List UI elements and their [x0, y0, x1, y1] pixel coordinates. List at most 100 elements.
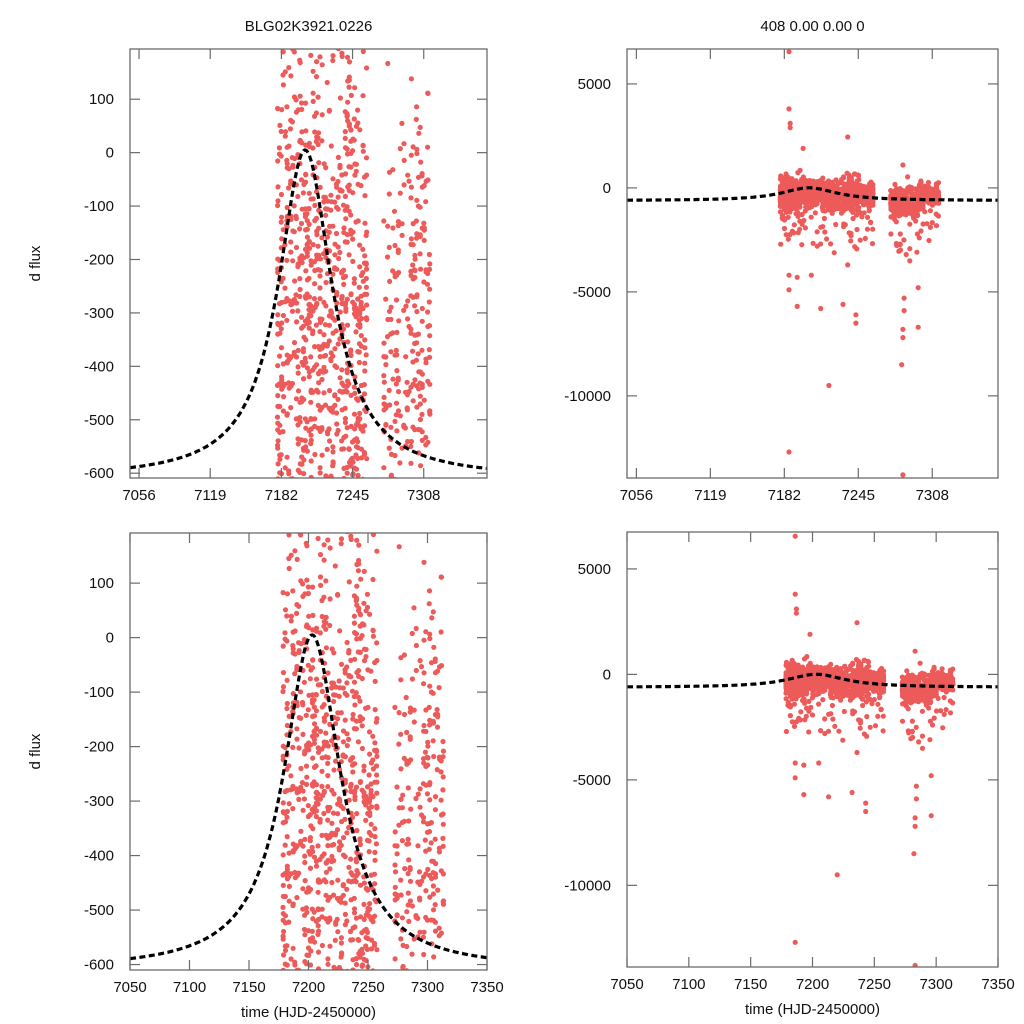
data-point	[869, 190, 876, 196]
data-point	[355, 472, 361, 478]
data-point	[374, 803, 380, 809]
data-point	[325, 784, 331, 790]
data-point	[314, 732, 320, 738]
data-point	[357, 698, 363, 704]
y-tick-label: 100	[89, 575, 114, 592]
data-point	[290, 945, 296, 951]
data-point	[294, 699, 300, 706]
data-point	[275, 420, 281, 426]
data-point	[408, 326, 414, 332]
data-point	[281, 952, 287, 958]
data-point	[809, 687, 816, 693]
data-point	[349, 479, 354, 484]
data-point	[305, 662, 311, 668]
data-point	[778, 173, 784, 179]
data-point	[288, 117, 294, 123]
data-point	[401, 818, 407, 824]
data-point	[814, 664, 820, 670]
data-point	[370, 576, 376, 583]
x-tick-label: 7050	[113, 979, 146, 996]
data-point	[890, 191, 896, 197]
data-point	[816, 675, 822, 681]
model-curve	[627, 186, 998, 202]
data-point	[295, 364, 301, 370]
data-point	[417, 204, 423, 210]
data-point	[785, 687, 791, 694]
data-point	[353, 859, 360, 865]
data-point	[353, 690, 359, 696]
data-point	[393, 347, 399, 353]
data-point	[355, 418, 361, 424]
data-point	[293, 396, 299, 402]
data-point	[293, 215, 299, 222]
data-point	[427, 797, 433, 803]
data-point	[295, 308, 301, 314]
data-point	[384, 254, 391, 260]
data-point	[408, 757, 414, 763]
data-point	[783, 659, 790, 666]
data-point	[407, 479, 412, 484]
data-point	[404, 729, 410, 736]
data-point	[346, 84, 352, 90]
data-point	[381, 340, 387, 346]
data-point	[366, 805, 372, 811]
data-point	[312, 129, 318, 135]
data-point	[286, 143, 292, 149]
data-point	[366, 772, 372, 778]
data-point	[280, 590, 286, 596]
data-point	[288, 773, 294, 779]
data-point	[422, 749, 428, 755]
data-point	[806, 708, 812, 714]
data-point	[353, 161, 359, 167]
data-point	[875, 701, 881, 707]
data-point	[918, 206, 924, 212]
data-point	[338, 710, 344, 716]
data-point	[357, 410, 363, 416]
data-point	[302, 318, 308, 324]
data-point	[302, 932, 308, 938]
data-point	[933, 223, 940, 229]
data-point	[323, 212, 329, 218]
data-point	[408, 330, 414, 336]
data-point	[361, 174, 368, 180]
data-point	[364, 784, 371, 790]
data-point	[808, 272, 814, 278]
data-point	[293, 354, 300, 360]
data-point	[854, 226, 860, 233]
data-point	[413, 642, 419, 649]
data-point	[286, 468, 292, 474]
data-point	[387, 402, 393, 408]
data-point	[361, 382, 367, 388]
data-point	[436, 972, 441, 977]
data-point	[372, 707, 378, 713]
data-point	[419, 184, 425, 190]
data-point	[317, 316, 323, 322]
data-point	[370, 968, 376, 970]
data-point	[325, 804, 331, 810]
data-point	[358, 971, 363, 976]
data-point	[787, 125, 793, 131]
data-point	[432, 794, 439, 800]
data-point	[355, 739, 361, 745]
data-point	[394, 428, 400, 434]
data-point	[395, 389, 402, 395]
data-point	[355, 296, 361, 302]
y-tick-label: -600	[84, 465, 114, 482]
data-point	[326, 322, 332, 328]
data-point	[434, 724, 441, 730]
data-point	[338, 541, 344, 547]
data-point	[422, 479, 427, 484]
data-point	[392, 884, 398, 890]
data-point	[854, 673, 860, 679]
data-point	[412, 274, 418, 281]
data-point	[870, 226, 876, 232]
data-point	[322, 194, 328, 200]
data-point	[294, 895, 300, 901]
data-point	[302, 438, 308, 444]
data-point	[282, 920, 289, 926]
data-point	[310, 242, 316, 248]
data-point	[327, 721, 333, 728]
data-point	[783, 232, 789, 238]
data-point	[414, 383, 420, 389]
